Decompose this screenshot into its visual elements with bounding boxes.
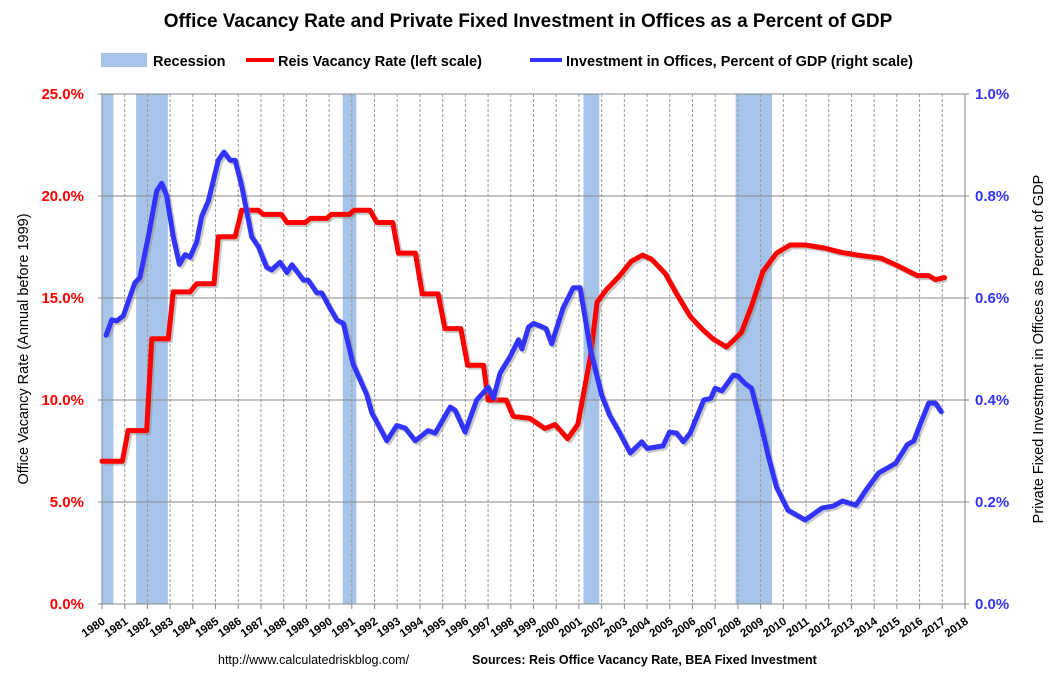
y-axis-title-left: Office Vacancy Rate (Annual before 1999) bbox=[16, 213, 32, 484]
legend-label-investment: Investment in Offices, Percent of GDP (r… bbox=[566, 54, 913, 70]
x-tick-label: 2002 bbox=[580, 616, 608, 641]
x-tick-label: 2016 bbox=[897, 616, 925, 641]
x-tick-label: 1991 bbox=[330, 615, 358, 640]
x-tick-label: 1999 bbox=[511, 616, 539, 641]
x-tick-label: 1986 bbox=[216, 616, 244, 641]
x-tick-label: 2004 bbox=[625, 615, 653, 640]
y-tick-label-left: 5.0% bbox=[50, 494, 84, 511]
y-tick-label-left: 10.0% bbox=[41, 392, 84, 409]
x-tick-label: 1993 bbox=[375, 616, 403, 641]
vacancy-rate-line bbox=[99, 207, 948, 464]
x-tick-label: 1992 bbox=[352, 616, 380, 641]
x-tick-label: 1996 bbox=[443, 616, 471, 641]
x-tick-label: 1985 bbox=[193, 615, 221, 640]
series-lines bbox=[99, 149, 948, 525]
x-tick-label: 1998 bbox=[489, 615, 517, 640]
y-axis-title-right: Private Fixed Investment in Offices as P… bbox=[1031, 175, 1047, 524]
legend-label-recession: Recession bbox=[153, 54, 226, 70]
recession-bands bbox=[102, 94, 772, 604]
x-tick-label: 1987 bbox=[239, 616, 267, 641]
y-tick-label-left: 15.0% bbox=[41, 290, 84, 307]
x-tick-label: 2013 bbox=[829, 616, 857, 641]
x-tick-label: 1989 bbox=[284, 616, 312, 641]
x-tick-label: 2015 bbox=[875, 615, 903, 640]
x-tick-label: 2000 bbox=[534, 616, 562, 641]
x-tick-label: 2007 bbox=[693, 616, 721, 641]
y-tick-label-right: 0.4% bbox=[975, 392, 1009, 409]
y-tick-label-right: 0.6% bbox=[975, 290, 1009, 307]
x-tick-label: 1988 bbox=[262, 615, 290, 640]
legend-label-vacancy: Reis Vacancy Rate (left scale) bbox=[278, 54, 482, 70]
x-tick-label: 2010 bbox=[761, 616, 789, 641]
x-tick-label: 2009 bbox=[738, 616, 766, 641]
x-tick-label: 2017 bbox=[920, 616, 948, 641]
x-tick-label: 1980 bbox=[80, 616, 108, 641]
recession-band bbox=[102, 94, 114, 604]
x-tick-label: 1997 bbox=[466, 616, 494, 641]
recession-band bbox=[735, 94, 772, 604]
y-tick-label-left: 25.0% bbox=[41, 86, 84, 103]
y-tick-label-right: 0.2% bbox=[975, 494, 1009, 511]
x-tick-label: 1982 bbox=[125, 616, 153, 641]
x-tick-label: 1995 bbox=[421, 615, 449, 640]
investment-line bbox=[103, 149, 944, 523]
chart-title: Office Vacancy Rate and Private Fixed In… bbox=[164, 11, 893, 32]
x-tick-label: 1984 bbox=[171, 615, 199, 640]
legend: Recession Reis Vacancy Rate (left scale)… bbox=[101, 53, 913, 70]
x-tick-label: 2001 bbox=[557, 615, 585, 640]
x-tick-label: 1990 bbox=[307, 616, 335, 641]
x-tick-label: 1981 bbox=[103, 615, 131, 640]
x-tick-label: 2014 bbox=[852, 615, 880, 640]
x-tick-label: 2011 bbox=[784, 615, 812, 639]
y-tick-label-right: 1.0% bbox=[975, 86, 1009, 103]
x-tick-label: 2018 bbox=[943, 615, 971, 640]
footer-sources: Sources: Reis Office Vacancy Rate, BEA F… bbox=[472, 653, 818, 667]
x-tick-label: 1983 bbox=[148, 616, 176, 641]
x-tick-label: 2005 bbox=[648, 615, 676, 640]
x-tick-label: 2006 bbox=[670, 616, 698, 641]
x-tick-label: 2008 bbox=[716, 615, 744, 640]
axis-ticks: 1980198119821983198419851986198719881989… bbox=[41, 86, 1009, 640]
y-tick-label-left: 20.0% bbox=[41, 188, 84, 205]
x-tick-label: 1994 bbox=[398, 615, 426, 640]
x-tick-label: 2003 bbox=[602, 616, 630, 641]
footer-url: http://www.calculatedriskblog.com/ bbox=[218, 653, 410, 667]
x-tick-label: 2012 bbox=[807, 616, 835, 641]
y-tick-label-left: 0.0% bbox=[50, 596, 84, 613]
y-tick-label-right: 0.0% bbox=[975, 596, 1009, 613]
legend-swatch-recession bbox=[101, 53, 147, 67]
gridlines bbox=[98, 93, 969, 609]
y-tick-label-right: 0.8% bbox=[975, 188, 1009, 205]
